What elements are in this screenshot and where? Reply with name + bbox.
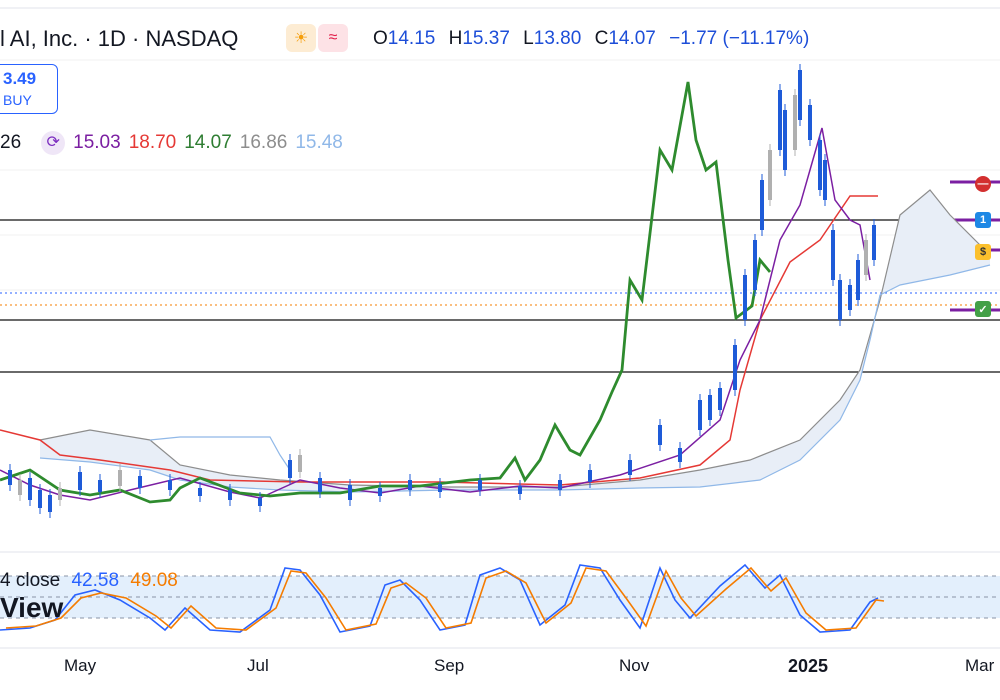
candle-body — [808, 105, 812, 140]
candle-body — [783, 110, 787, 170]
check-icon[interactable]: ✓ — [975, 301, 991, 317]
candle-body — [198, 488, 202, 496]
candle-body — [831, 230, 835, 280]
candle-body — [478, 480, 482, 490]
conversion-value: 15.03 — [73, 132, 121, 153]
candle-body — [558, 480, 562, 490]
candle-body — [658, 425, 662, 445]
candle-body — [864, 240, 868, 275]
no-entry-icon[interactable]: — — [975, 176, 991, 192]
candle-body — [588, 470, 592, 482]
candle-body — [698, 400, 702, 430]
candle-body — [872, 225, 876, 260]
low-value: 13.80 — [533, 28, 582, 49]
base-value: 18.70 — [128, 132, 177, 153]
candle-body — [838, 280, 842, 320]
buy-label: BUY — [3, 92, 32, 108]
low-label: L — [523, 28, 534, 49]
candle-body — [168, 480, 172, 490]
candle-body — [138, 476, 142, 488]
x-label-sep: Sep — [434, 656, 465, 675]
close-label: C — [594, 28, 609, 49]
candle-body — [298, 455, 302, 472]
x-label-jul: Jul — [247, 656, 269, 675]
candle-body — [793, 95, 797, 150]
x-label-mar: Mar — [965, 656, 995, 675]
delayed-data-badge[interactable]: ≈ — [318, 24, 348, 52]
candle-body — [768, 150, 772, 200]
tradingview-watermark: View — [0, 592, 64, 623]
candle-body — [28, 478, 32, 500]
leading-span-b-early — [149, 436, 291, 471]
candle-body — [408, 480, 412, 490]
candle-body — [856, 260, 860, 300]
candle-body — [38, 490, 42, 508]
candle-body — [58, 488, 62, 500]
candle-body — [818, 140, 822, 190]
leading-a-value: 16.86 — [239, 132, 288, 153]
high-label: H — [448, 28, 463, 49]
x-label-nov: Nov — [619, 656, 650, 675]
candle-body — [288, 460, 292, 478]
candle-body — [8, 470, 12, 485]
refresh-icon[interactable]: ⟳ — [41, 131, 66, 155]
money-bag-icon[interactable]: $ — [975, 244, 991, 260]
close-value: 14.07 — [608, 28, 656, 49]
leading-b-value: 15.48 — [295, 132, 343, 153]
candle-body — [743, 275, 747, 320]
lagging-span — [0, 81, 772, 504]
high-value: 15.37 — [462, 28, 510, 49]
stoch-k-value: 42.58 — [71, 570, 120, 591]
candle-body — [98, 480, 102, 492]
stoch-label: 4 close — [0, 570, 61, 591]
candle-body — [78, 472, 82, 490]
candle-body — [258, 498, 262, 506]
candle-body — [118, 470, 122, 486]
ichimoku-param: 26 — [0, 132, 22, 153]
candle-body — [378, 488, 382, 496]
candle-body — [848, 285, 852, 310]
leading-span-a — [39, 189, 991, 488]
wave-icon: ≈ — [328, 29, 338, 46]
candle-body — [348, 485, 352, 500]
x-label-may: May — [64, 656, 97, 675]
base-line — [0, 195, 878, 486]
stoch-d-value: 49.08 — [130, 570, 178, 591]
candle-body — [760, 180, 764, 230]
candle-body — [753, 240, 757, 290]
buy-price: 3.49 — [3, 69, 37, 88]
stochastic-legend: 4 close 42.58 49.08 — [0, 570, 178, 592]
candle-body — [678, 448, 682, 462]
lagging-value: 14.07 — [184, 132, 232, 153]
ohlc-readout: O14.15 H15.37 L13.80 C14.07 −1.77 (−11.1… — [373, 28, 809, 50]
candle-body — [318, 478, 322, 492]
candle-body — [228, 490, 232, 500]
buy-button[interactable]: 3.49 BUY — [0, 64, 58, 114]
stoch-d-line — [5, 566, 885, 631]
sun-icon: ☀ — [293, 30, 309, 47]
x-label-2025: 2025 — [788, 656, 829, 676]
candle-body — [798, 70, 802, 120]
market-hours-badge[interactable]: ☀ — [286, 24, 316, 52]
candle-body — [718, 388, 722, 410]
info-icon[interactable]: 1 — [975, 212, 991, 228]
open-value: 14.15 — [387, 28, 436, 49]
candle-body — [733, 345, 737, 390]
symbol-title: l AI, Inc. · 1D · NASDAQ — [0, 24, 238, 54]
candle-body — [823, 160, 827, 200]
ichimoku-cloud — [40, 190, 990, 492]
candle-body — [48, 495, 52, 512]
candle-body — [628, 460, 632, 475]
candle-body — [518, 486, 522, 494]
ichimoku-legend: 26 ⟳ 15.03 18.70 14.07 16.86 15.48 — [0, 131, 351, 155]
candle-body — [778, 90, 782, 150]
symbol-title-text: l AI, Inc. · 1D · NASDAQ — [0, 26, 239, 51]
candle-body — [18, 480, 22, 495]
candle-body — [438, 484, 442, 492]
price-change: −1.77 (−11.17%) — [669, 28, 810, 49]
candle-body — [708, 395, 712, 420]
open-label: O — [373, 28, 388, 49]
leading-span-b — [39, 264, 991, 493]
